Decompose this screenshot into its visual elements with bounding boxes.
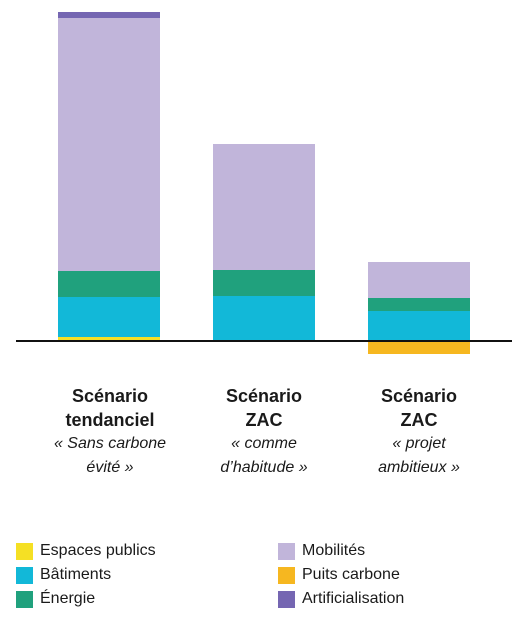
bar-segment-energie-3 [368, 298, 470, 311]
bar-segment-batiments-3 [368, 311, 470, 341]
category-label-3: Scénario ZAC « projet ambitieux » [344, 384, 494, 480]
legend-swatch [278, 542, 295, 560]
legend-swatch [278, 590, 295, 608]
legend-label: Bâtiments [40, 566, 112, 583]
legend-item-artificialisation: Artificialisation [278, 587, 404, 611]
bar-segment-mobilites-1 [58, 18, 160, 271]
bar-segment-batiments-1 [58, 297, 160, 337]
category-title-line: Scénario [71, 386, 149, 406]
legend-swatch [278, 566, 295, 584]
legend-item-espaces-publics: Espaces publics [16, 539, 156, 563]
bar-segment-puits-carbone-3 [368, 341, 470, 354]
bar-segment-mobilites-3 [368, 262, 470, 298]
bar-segment-espaces-publics-1 [58, 337, 160, 341]
category-title-line: ZAC [400, 410, 438, 430]
category-title-line: ZAC [245, 410, 283, 430]
category-label-2: Scénario ZAC « comme d’habitude » [189, 384, 339, 480]
legend-label: Énergie [40, 590, 96, 607]
legend-label: Espaces publics [40, 542, 156, 559]
bar-segment-artificialisation-1 [58, 12, 160, 18]
legend: Espaces publics Bâtiments Énergie Mobili… [0, 539, 518, 619]
bar-segment-mobilites-2 [213, 144, 315, 270]
stacked-bar-chart [16, 12, 512, 354]
category-title-line: tendanciel [65, 410, 155, 430]
legend-label: Puits carbone [302, 566, 400, 583]
legend-swatch [16, 542, 33, 560]
legend-item-mobilites: Mobilités [278, 539, 365, 563]
category-label-1: Scénario tendanciel « Sans carbone évité… [35, 384, 185, 480]
bar-segment-energie-2 [213, 270, 315, 296]
legend-label: Mobilités [302, 542, 366, 559]
category-subtitle: « comme d’habitude » [220, 435, 308, 476]
legend-item-energie: Énergie [16, 587, 95, 611]
legend-swatch [16, 566, 33, 584]
bar-segment-batiments-2 [213, 296, 315, 341]
category-subtitle: « projet ambitieux » [378, 435, 460, 476]
legend-item-puits-carbone: Puits carbone [278, 563, 400, 587]
category-title-line: Scénario [380, 386, 458, 406]
bar-segment-energie-1 [58, 271, 160, 297]
legend-swatch [16, 590, 33, 608]
legend-label: Artificialisation [302, 590, 405, 607]
category-subtitle: « Sans carbone évité » [53, 435, 167, 476]
bars-layer [58, 12, 470, 354]
legend-item-batiments: Bâtiments [16, 563, 111, 587]
category-title-line: Scénario [225, 386, 303, 406]
